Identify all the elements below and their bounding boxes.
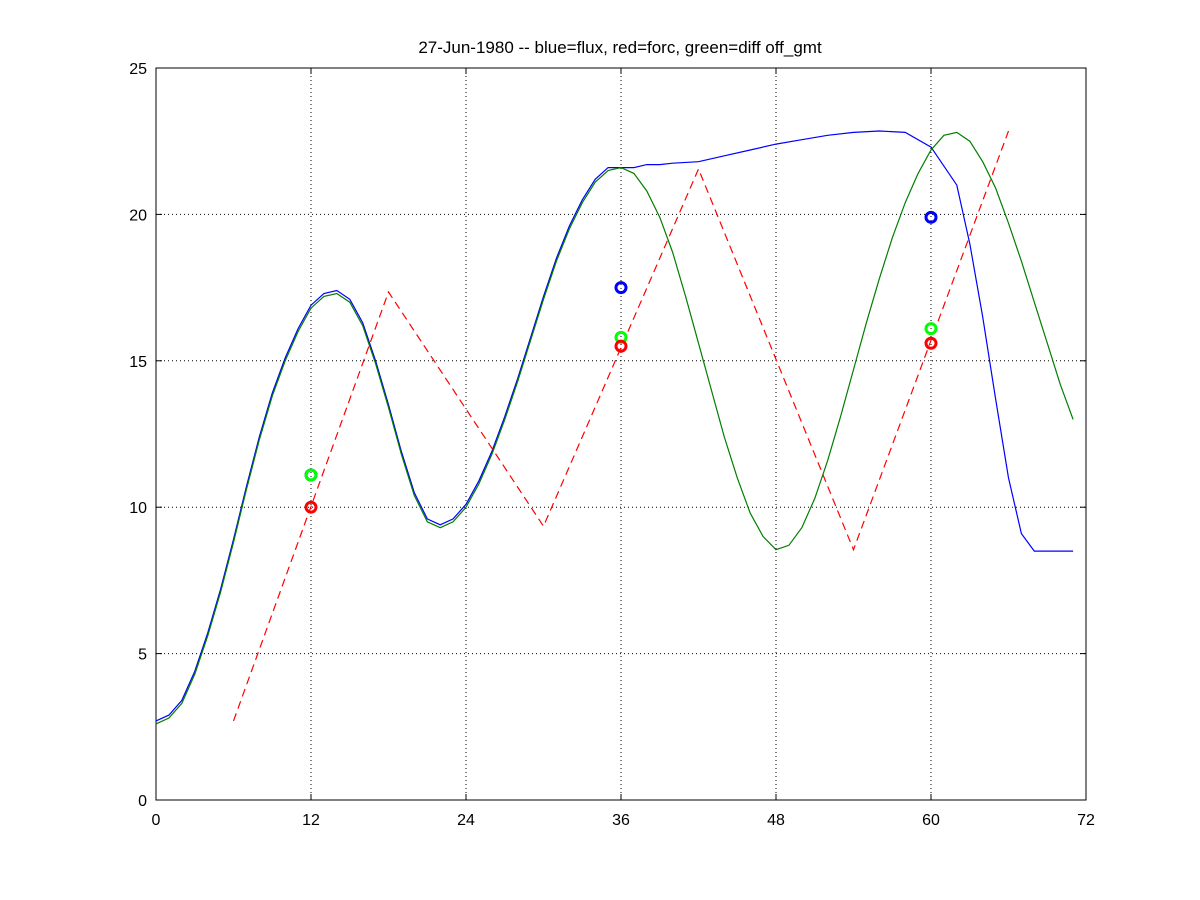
marker-point [304,468,318,482]
x-tick-label: 12 [302,812,320,829]
series-diff-line [155,131,1074,725]
series-lines [155,130,1074,725]
marker-point [924,322,938,336]
x-tick-label: 72 [1077,812,1095,829]
x-tick-label: 48 [767,812,785,829]
grid [156,68,1086,800]
y-tick-label: 20 [129,207,147,224]
marker-point [924,210,938,224]
y-tick-label: 25 [129,61,147,78]
marker-point [924,336,938,350]
marker-point [614,281,628,295]
x-tick-label: 36 [612,812,630,829]
x-tick-label: 60 [922,812,940,829]
series-flux-line [155,130,1074,722]
y-tick-label: 0 [138,793,147,810]
axis-ticks: 0 12 24 36 48 60 72 0 5 10 15 20 25 [129,61,1095,829]
chart-title: 27-Jun-1980 -- blue=flux, red=forc, gree… [418,38,822,57]
y-tick-label: 5 [138,647,147,664]
y-tick-label: 15 [129,354,147,371]
plot-frame [155,67,1087,801]
series-forc-line [232,130,1010,722]
x-tick-label: 24 [457,812,475,829]
marker-point [614,339,628,353]
y-tick-label: 10 [129,500,147,517]
x-tick-label: 0 [152,812,161,829]
marker-point [304,500,318,514]
markers [304,210,938,514]
